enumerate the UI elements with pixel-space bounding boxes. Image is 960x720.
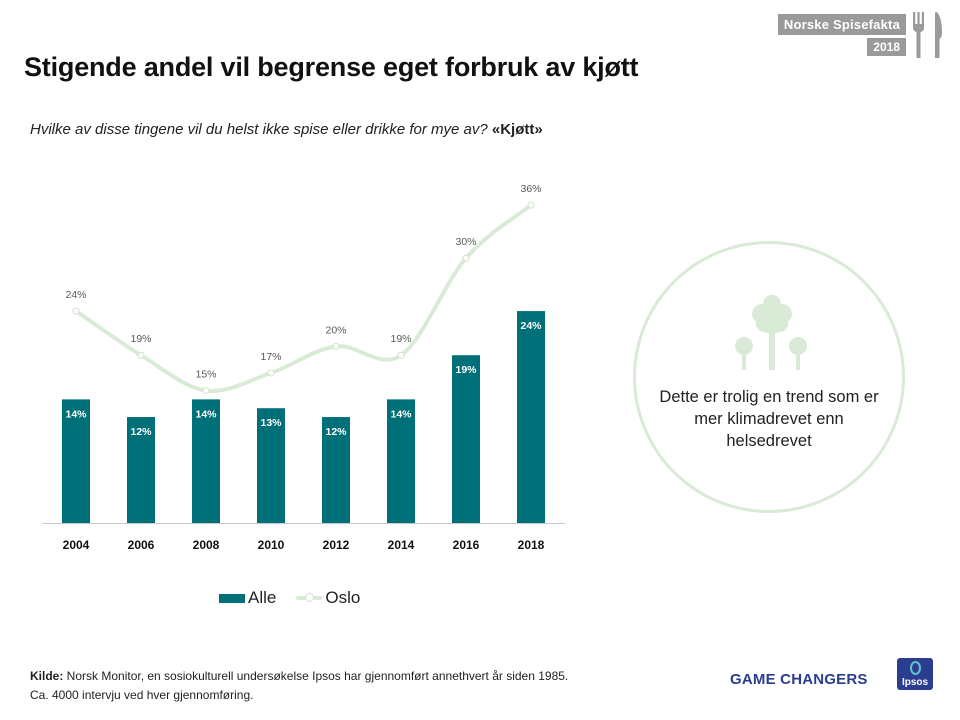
point-oslo-2014	[397, 351, 405, 359]
survey-question: Hvilke av disse tingene vil du helst ikk…	[30, 121, 543, 138]
x-tick-label-2018: 2018	[518, 538, 545, 552]
point-label-oslo-2014: 19%	[390, 333, 411, 345]
point-label-oslo-2008: 15%	[195, 369, 216, 381]
brand-tag-title: Norske Spisefakta	[777, 14, 906, 35]
bar-label-alle-2016: 19%	[455, 364, 477, 376]
point-label-oslo-2012: 20%	[325, 324, 346, 336]
bar-label-alle-2008: 14%	[195, 408, 217, 420]
bar-label-alle-2010: 13%	[260, 417, 282, 429]
legend-label-oslo: Oslo	[325, 588, 361, 607]
fork-knife-icon	[913, 12, 942, 58]
brand-tag: Norske Spisefakta 2018	[777, 14, 906, 56]
ipsos-logo-text: Ipsos	[901, 677, 929, 688]
x-tick-label-2014: 2014	[388, 538, 415, 552]
ipsos-logo: Ipsos	[897, 658, 933, 690]
x-tick-label-2012: 2012	[323, 538, 350, 552]
point-oslo-2012	[332, 342, 340, 350]
bar-label-alle-2014: 14%	[390, 408, 412, 420]
bar-alle-2004	[62, 399, 90, 523]
bar-alle-2016	[452, 355, 480, 523]
bar-alle-2006	[127, 417, 155, 523]
point-oslo-2008	[202, 387, 210, 395]
point-label-oslo-2004: 24%	[65, 289, 86, 301]
x-tick-label-2006: 2006	[128, 538, 155, 552]
page-title: Stigende andel vil begrense eget forbruk…	[24, 52, 639, 82]
bar-alle-2010	[257, 408, 285, 523]
point-oslo-2006	[137, 351, 145, 359]
x-tick-label-2016: 2016	[453, 538, 480, 552]
question-topic: «Kjøtt»	[491, 121, 543, 138]
ipsos-mark-icon	[910, 661, 921, 675]
combo-chart: 14% 12% 14% 13% 12% 14% 19% 24% 24% 19% 15% 17% 20% 1…	[42, 183, 565, 552]
point-oslo-2010	[267, 369, 275, 377]
source-label: Kilde:	[30, 669, 64, 683]
source-line-2: Ca. 4000 intervju ved hver gjennomføring…	[30, 688, 254, 702]
bar-alle-2008	[192, 399, 220, 523]
bar-alle-2018	[517, 311, 545, 523]
x-tick-label-2004: 2004	[63, 538, 90, 552]
source-line-1: Norsk Monitor, en sosiokulturell undersø…	[63, 669, 569, 683]
question-text: Hvilke av disse tingene vil du helst ikk…	[30, 121, 492, 138]
legend-label-alle: Alle	[248, 588, 277, 607]
point-label-oslo-2010: 17%	[260, 351, 281, 363]
point-label-oslo-2016: 30%	[455, 236, 476, 248]
bar-label-alle-2006: 12%	[130, 426, 152, 438]
legend-swatch-alle	[219, 593, 245, 603]
source-note: Kilde: Norsk Monitor, en sosiokulturell …	[30, 667, 568, 705]
bar-alle-2014	[387, 399, 415, 523]
chart-legend: Alle Oslo	[219, 588, 360, 608]
point-oslo-2016	[462, 254, 470, 262]
tagline: GAME CHANGERS	[730, 671, 868, 688]
insight-circle: Dette er trolig en trend som er mer klim…	[633, 241, 905, 513]
legend-swatch-oslo	[296, 593, 323, 602]
bar-label-alle-2018: 24%	[520, 320, 542, 332]
point-oslo-2004	[72, 307, 80, 315]
bar-alle-2012	[322, 417, 350, 523]
point-label-oslo-2018: 36%	[520, 183, 541, 195]
x-tick-label-2010: 2010	[258, 538, 285, 552]
bar-label-alle-2012: 12%	[325, 426, 347, 438]
bar-label-alle-2004: 14%	[65, 408, 87, 420]
point-label-oslo-2006: 19%	[130, 333, 151, 345]
point-oslo-2018	[527, 201, 535, 209]
insight-text: Dette er trolig en trend som er mer klim…	[659, 388, 879, 450]
trees-icon	[735, 295, 807, 370]
x-tick-label-2008: 2008	[193, 538, 220, 552]
brand-tag-year: 2018	[867, 38, 906, 56]
line-oslo	[74, 203, 533, 393]
